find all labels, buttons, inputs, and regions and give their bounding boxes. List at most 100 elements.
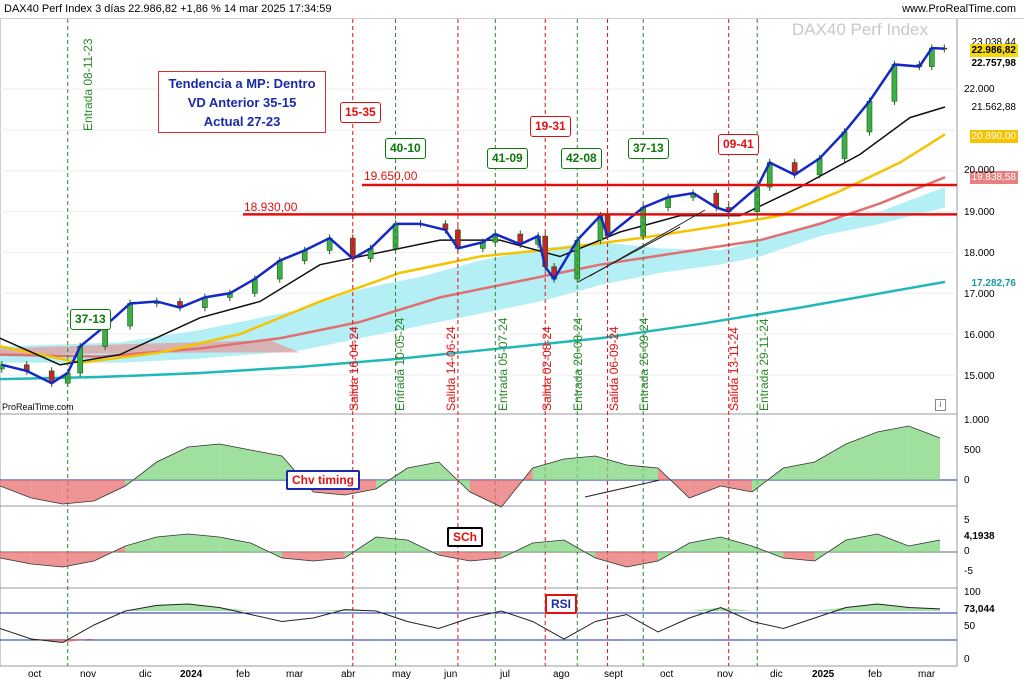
sch-area-segment [156, 534, 188, 552]
y-tick-16000: 16.000 [964, 330, 995, 341]
level-label-19650: 19.650,00 [364, 169, 418, 183]
tag-41-09: 41-09 [487, 148, 528, 169]
chv-tick-0: 0 [964, 475, 970, 486]
candle-body [127, 303, 133, 327]
rsi-tick-100: 100 [964, 587, 981, 598]
price-box-low: 22.757,98 [971, 58, 1017, 69]
x-label-nov-23: nov [80, 669, 97, 680]
x-label-mar-24: mar [286, 669, 304, 680]
chv-area-segment [908, 426, 940, 480]
vline-label-entrada-10-05-24: Entrada 10-05-24 [393, 317, 407, 411]
sch-area-segment [595, 552, 627, 567]
sch-area-segment [689, 537, 721, 552]
trend-info-box: Tendencia a MP: Dentro VD Anterior 35-15… [158, 71, 326, 133]
y-tick-18000: 18.000 [964, 248, 995, 259]
vline-label-entrada-20-08-24: Entrada 20-08-24 [571, 317, 585, 411]
tag-37-13-nov: 37-13 [70, 309, 111, 330]
chv-area-segment [846, 432, 878, 480]
rsi-tick-value: 73,044 [964, 604, 995, 615]
sch-area-segment [877, 534, 909, 552]
x-label-nov-24: nov [717, 669, 734, 680]
vline-label-entrada-26-09-24: Entrada 26-09-24 [637, 317, 651, 411]
x-label-may-24: may [392, 669, 411, 680]
x-label-2024: 2024 [180, 669, 203, 680]
x-label-feb-25: feb [868, 669, 882, 680]
chv-area-segment [188, 444, 220, 480]
x-label-oct-23: oct [28, 669, 42, 680]
chv-area-segment [31, 480, 63, 504]
tag-42-08: 42-08 [561, 148, 602, 169]
chv-area-segment [532, 459, 564, 480]
chv-area-segment [595, 456, 627, 480]
price-box-ma-yellow: 20.890,00 [969, 130, 1018, 143]
x-label-dic-23: dic [139, 669, 152, 680]
price-box-last: 22.986,82 [969, 44, 1018, 57]
provider-label: ProRealTime.com [2, 402, 74, 412]
sch-area-segment [31, 552, 63, 567]
trendline-support-2 [589, 209, 706, 277]
x-label-jul-24: jul [500, 669, 511, 680]
x-label-sept-24: sept [604, 669, 623, 680]
price-box-high: 23.038,44 [971, 37, 1017, 48]
x-label-oct-24: oct [660, 669, 674, 680]
sch-area-line [0, 533, 941, 568]
y-tick-17000: 17.000 [964, 289, 995, 300]
chv-area-segment [156, 447, 188, 480]
x-label-mar-25: mar [918, 669, 936, 680]
vline-label-entrada-05-07-24: Entrada 05-07-24 [496, 317, 510, 411]
x-label-abr-24: abr [341, 669, 356, 680]
y-tick-15000: 15.000 [964, 371, 995, 382]
rsi-tick-50: 50 [964, 621, 976, 632]
chv-trendline [584, 479, 661, 498]
trend-line-2: VD Anterior 35-15 [187, 95, 297, 110]
vline-label-salida-02-08-24: Salida 02-08-24 [540, 326, 554, 411]
trend-line-1: Tendencia a MP: Dentro [168, 76, 316, 91]
candle-body [841, 131, 848, 159]
x-label-ago-24: ago [553, 669, 570, 680]
sch-area-segment [219, 537, 251, 552]
vline-label-salida-13-11-24: Salida 13-11-24 [727, 327, 741, 411]
sch-tick-value: 4,1938 [964, 531, 995, 542]
sch-area-segment [62, 552, 94, 567]
vline-label-entrada-08-11-23: Entrada 08-11-23 [81, 38, 95, 131]
sch-area-segment [720, 537, 752, 552]
trend-line-3: Actual 27-23 [203, 114, 281, 129]
tag-15-35: 15-35 [340, 102, 381, 123]
sch-tick-0: 0 [964, 546, 970, 557]
chv-area-segment [689, 480, 721, 498]
chv-area-segment [0, 480, 32, 498]
tag-19-31: 19-31 [530, 116, 571, 137]
tag-09-41: 09-41 [718, 134, 759, 155]
x-label-feb-24: feb [236, 669, 250, 680]
y-tick-19000: 19.000 [964, 207, 995, 218]
x-label-jun-24: jun [444, 669, 458, 680]
sch-tick-minus5: -5 [964, 566, 973, 577]
ma-red-line [0, 176, 946, 358]
rsi-label: RSI [545, 594, 578, 614]
sch-label: SCh [447, 527, 483, 547]
sch-area-segment [783, 552, 815, 561]
ma-yellow-line [0, 133, 946, 365]
y-tick-20000: 20.000 [964, 165, 995, 176]
watermark: DAX40 Perf Index [791, 20, 928, 39]
sch-area-segment [376, 537, 408, 552]
chv-area-line [0, 425, 941, 508]
chv-area-segment [720, 480, 752, 492]
vline-label-salida-06-09-24: Salida 06-09-24 [607, 326, 621, 411]
rsi-tick-0: 0 [964, 654, 970, 665]
sch-area-segment [344, 537, 376, 558]
candle-body [866, 100, 873, 133]
info-icon[interactable]: i [935, 399, 946, 411]
chv-area-segment [564, 456, 596, 480]
site-link[interactable]: www.ProRealTime.com [902, 3, 1016, 15]
chv-area-segment [94, 480, 126, 501]
chv-area-segment [62, 480, 94, 504]
price-box-ma-red: 19.838,58 [969, 171, 1018, 184]
chv-area-segment [219, 444, 251, 480]
x-label-2025: 2025 [812, 669, 835, 680]
close-trend-line [1, 46, 945, 385]
price-box-ma-teal: 17.282,76 [971, 278, 1017, 289]
x-label-dic-24: dic [770, 669, 783, 680]
chv-tick-1000: 1.000 [964, 415, 990, 426]
